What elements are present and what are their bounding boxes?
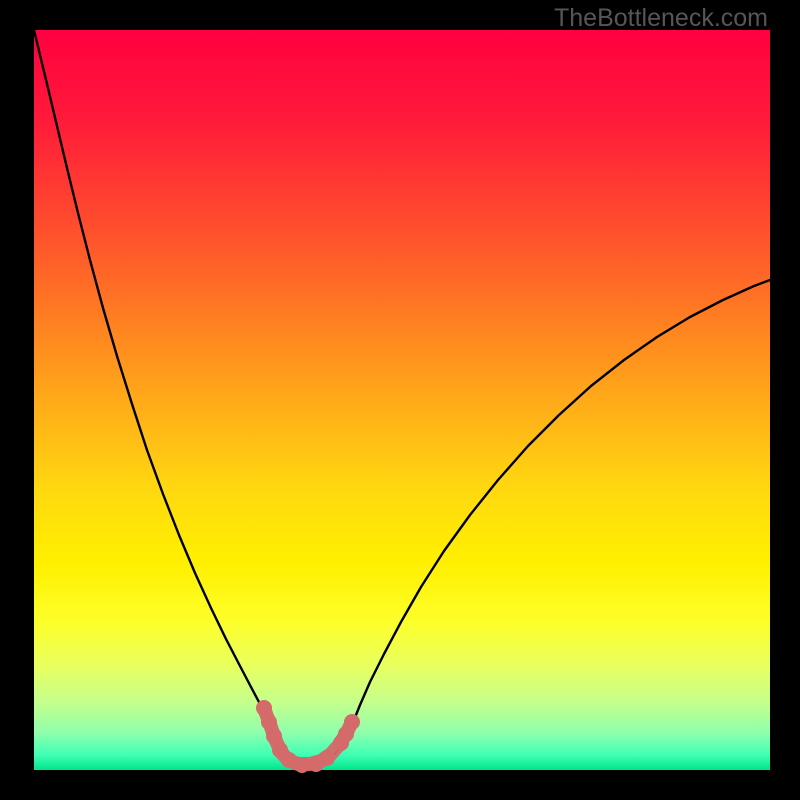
highlight-dot [261,714,277,730]
bottleneck-curve [34,30,770,768]
highlight-dot [344,714,360,730]
highlight-dot [294,757,310,773]
highlight-dot [266,728,282,744]
chart-svg [0,0,800,800]
highlight-dot [256,700,272,716]
watermark-text: TheBottleneck.com [554,4,768,33]
chart-stage: TheBottleneck.com [0,0,800,800]
highlight-dot [319,750,335,766]
